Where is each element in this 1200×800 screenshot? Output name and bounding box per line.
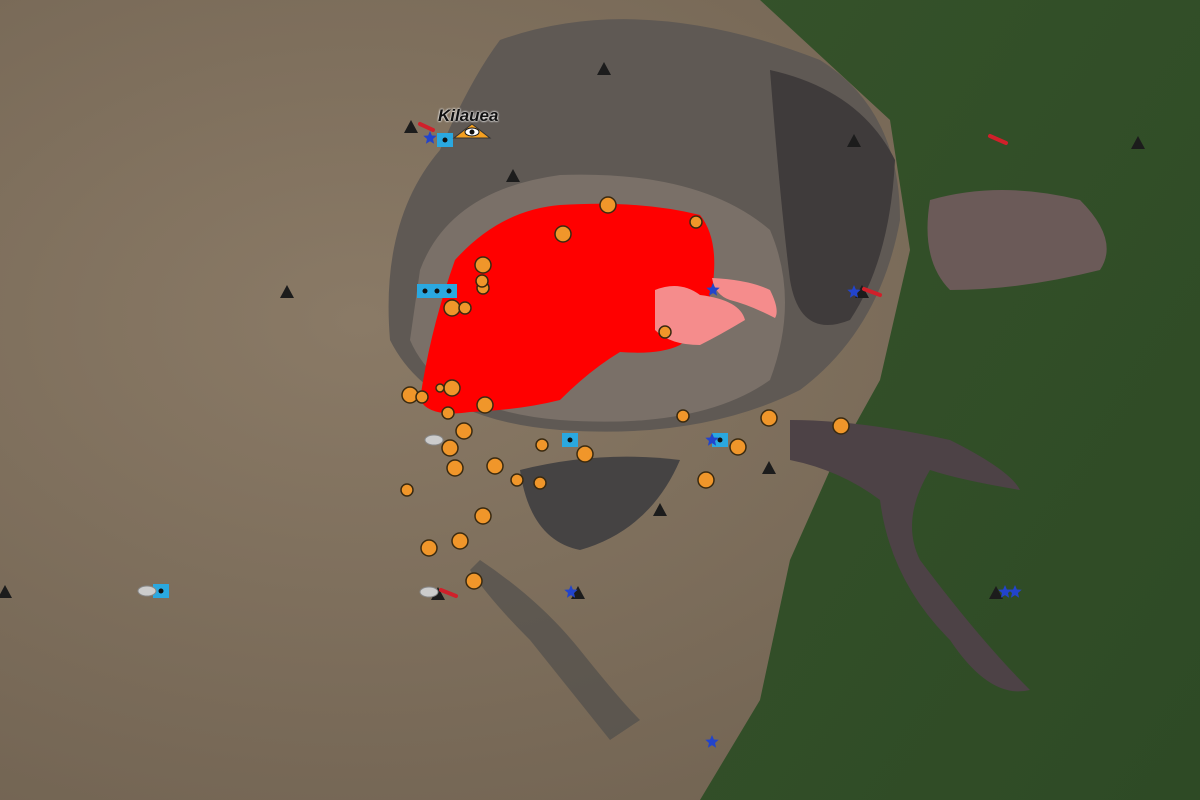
tiltmeter-icon[interactable]	[439, 588, 458, 598]
earthquake-circle-icon[interactable]	[554, 225, 572, 243]
earthquake-circle-icon[interactable]	[446, 459, 464, 477]
webcam-dot-icon[interactable]	[422, 288, 428, 294]
gas-cloud-icon[interactable]	[419, 586, 439, 598]
gps-star-icon[interactable]	[423, 131, 437, 144]
recent-lava-flow	[655, 286, 745, 345]
triangle-station-icon[interactable]	[1131, 136, 1145, 149]
webcam-dot-icon[interactable]	[158, 588, 164, 594]
earthquake-circle-icon[interactable]	[599, 196, 617, 214]
earthquake-circle-icon[interactable]	[832, 417, 850, 435]
earthquake-circle-icon[interactable]	[443, 299, 461, 317]
gully-flow	[470, 560, 640, 740]
gps-star-icon[interactable]	[1008, 585, 1022, 598]
earthquake-circle-icon[interactable]	[760, 409, 778, 427]
triangle-station-icon[interactable]	[404, 120, 418, 133]
gps-star-icon[interactable]	[705, 433, 719, 446]
earthquake-circle-icon[interactable]	[465, 572, 483, 590]
triangle-station-icon[interactable]	[989, 586, 1003, 599]
earthquake-circle-icon[interactable]	[441, 439, 459, 457]
gas-cloud-icon[interactable]	[424, 434, 444, 446]
gps-star-icon[interactable]	[705, 735, 719, 748]
webcam-dot-icon[interactable]	[434, 288, 440, 294]
earthquake-circle-icon[interactable]	[533, 476, 547, 490]
earthquake-circle-icon[interactable]	[476, 396, 494, 414]
webcam-dot-icon[interactable]	[717, 437, 723, 443]
earthquake-circle-icon[interactable]	[475, 274, 489, 288]
gps-star-icon[interactable]	[847, 285, 861, 298]
earthquake-circle-icon[interactable]	[510, 473, 524, 487]
triangle-station-icon[interactable]	[653, 503, 667, 516]
earthquake-circle-icon[interactable]	[576, 445, 594, 463]
triangle-station-icon[interactable]	[762, 461, 776, 474]
webcam-dot-icon[interactable]	[567, 437, 573, 443]
earthquake-circle-icon[interactable]	[435, 383, 445, 393]
earthquake-circle-icon[interactable]	[441, 406, 455, 420]
triangle-station-icon[interactable]	[847, 134, 861, 147]
triangle-station-icon[interactable]	[855, 285, 869, 298]
earthquake-circle-icon[interactable]	[400, 483, 414, 497]
triangle-station-icon[interactable]	[597, 62, 611, 75]
dark-lava-flow	[770, 70, 895, 325]
volcano-label-kilauea: Kilauea	[438, 106, 499, 125]
triangle-station-icon[interactable]	[0, 585, 12, 598]
earthquake-circle-icon[interactable]	[415, 390, 429, 404]
triangle-station-icon[interactable]	[506, 169, 520, 182]
halemaumau-lower-crater	[520, 456, 680, 550]
earthquake-circle-icon[interactable]	[474, 256, 492, 274]
webcam-dot-icon[interactable]	[442, 137, 448, 143]
gas-cloud-icon[interactable]	[137, 585, 157, 597]
webcam-dot-icon[interactable]	[446, 288, 452, 294]
eye-pupil-icon[interactable]	[469, 129, 475, 135]
triangle-station-icon[interactable]	[280, 285, 294, 298]
gps-star-icon[interactable]	[998, 585, 1012, 598]
earthquake-circle-icon[interactable]	[443, 379, 461, 397]
active-lava-lake	[420, 203, 715, 414]
pond-crater	[927, 190, 1107, 290]
earthquake-circle-icon[interactable]	[689, 215, 703, 229]
tiltmeter-icon[interactable]	[862, 287, 882, 297]
tiltmeter-icon[interactable]	[988, 134, 1008, 145]
gps-star-icon[interactable]	[564, 585, 578, 598]
gps-star-icon[interactable]	[706, 283, 720, 296]
earthquake-circle-icon[interactable]	[486, 457, 504, 475]
tiltmeter-icon[interactable]	[418, 122, 435, 132]
earthquake-circle-icon[interactable]	[697, 471, 715, 489]
old-lava-flow	[790, 420, 1030, 692]
earthquake-circle-icon[interactable]	[451, 532, 469, 550]
earthquake-circle-icon[interactable]	[676, 409, 690, 423]
earthquake-circle-icon[interactable]	[535, 438, 549, 452]
recent-lava-flow	[712, 278, 777, 318]
earthquake-circle-icon[interactable]	[474, 507, 492, 525]
earthquake-circle-icon[interactable]	[658, 325, 672, 339]
earthquake-circle-icon[interactable]	[420, 539, 438, 557]
earthquake-circle-icon[interactable]	[458, 301, 472, 315]
earthquake-circle-icon[interactable]	[729, 438, 747, 456]
earthquake-circle-icon[interactable]	[455, 422, 473, 440]
